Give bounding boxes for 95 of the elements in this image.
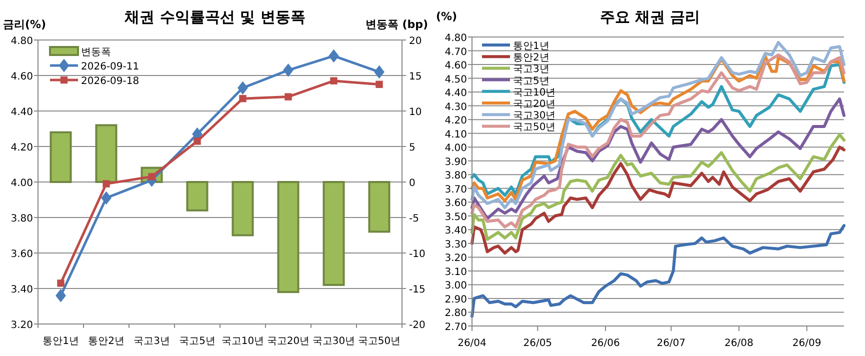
y2-axis-title: 변동폭 (bp) <box>365 18 428 31</box>
x-tick-label: 26/04 <box>458 338 486 349</box>
line-series <box>470 146 846 255</box>
y-tick-label: 3.00 <box>444 280 467 292</box>
legend-label: 2026-09-11 <box>81 62 140 72</box>
x-tick-label: 국고3년 <box>134 336 170 347</box>
y-tick-label: 3.50 <box>444 212 467 223</box>
y2-tick-label: -10 <box>409 249 426 260</box>
x-tick-label: 국고30년 <box>312 336 356 347</box>
y2-tick-label: -15 <box>409 284 426 296</box>
y-tick-label: 3.80 <box>444 170 467 182</box>
y-tick-label: 4.70 <box>444 46 467 58</box>
line-series <box>470 97 846 220</box>
point <box>57 280 64 287</box>
x-tick-label: 26/07 <box>656 338 686 349</box>
y-tick-label: 4.00 <box>10 178 33 189</box>
y-axis-title: 금리(%) <box>3 18 46 31</box>
y-tick-label: 3.80 <box>10 214 33 224</box>
point <box>328 49 339 63</box>
y-tick-label: 3.90 <box>444 156 467 168</box>
legend-label: 통안1년 <box>513 41 550 52</box>
y2-tick-label: -20 <box>409 320 426 331</box>
bar <box>50 131 72 183</box>
y-tick-label: 4.80 <box>10 36 33 47</box>
legend-label: 국고5년 <box>513 76 550 87</box>
chart-title: 채권 수익률곡선 및 변동폭 <box>124 8 306 26</box>
y-tick-label: 4.50 <box>444 74 467 86</box>
y-tick-label: 4.60 <box>10 72 33 82</box>
x-tick-label: 국고5년 <box>179 336 216 347</box>
y2-tick-label: -5 <box>409 214 419 224</box>
y-tick-label: 3.10 <box>444 266 467 278</box>
point <box>239 94 246 102</box>
point <box>330 77 338 84</box>
line-series <box>470 224 846 318</box>
y-tick-label: 4.40 <box>444 88 467 100</box>
point <box>284 93 292 100</box>
point <box>374 65 384 79</box>
y2-tick-label: 0 <box>409 178 416 189</box>
y-tick-label: 2.70 <box>444 322 467 333</box>
legend-label: 국고20년 <box>513 99 556 110</box>
legend-label: 변동폭 <box>81 47 111 58</box>
x-tick-label: 26/09 <box>792 338 822 349</box>
y-tick-label: 3.20 <box>444 253 467 264</box>
bar <box>186 181 208 212</box>
y-tick-label: 4.80 <box>444 33 467 44</box>
x-tick-label: 26/06 <box>591 338 620 349</box>
legend-label: 2026-09-18 <box>81 76 140 87</box>
y-tick-label: 3.60 <box>10 249 33 260</box>
y-tick-label: 4.10 <box>444 129 467 140</box>
y-tick-label: 3.40 <box>10 284 33 296</box>
legend-label: 국고10년 <box>513 87 556 98</box>
legend-label: 국고30년 <box>513 110 556 122</box>
x-tick-label: 26/08 <box>724 338 754 349</box>
chart-title: 주요 채권 금리 <box>600 8 700 26</box>
y-tick-label: 4.40 <box>10 107 33 118</box>
y-tick-label: 2.80 <box>444 308 467 320</box>
y-tick-label: 3.20 <box>10 320 33 331</box>
y2-tick-label: 10 <box>409 107 422 118</box>
line-series <box>470 133 846 241</box>
x-tick-label: 국고10년 <box>221 336 264 347</box>
y-tick-label: 3.40 <box>444 226 467 237</box>
x-tick-label: 통안2년 <box>88 336 124 347</box>
legend-label: 통안2년 <box>513 52 550 64</box>
y2-tick-label: 15 <box>409 72 422 82</box>
point <box>238 81 248 95</box>
bar <box>232 181 254 236</box>
bar <box>368 181 390 233</box>
x-tick-label: 통안1년 <box>42 336 79 347</box>
y-tick-label: 3.60 <box>444 198 467 210</box>
legend-label: 국고50년 <box>513 122 556 134</box>
y2-tick-label: 20 <box>409 36 422 47</box>
y-tick-label: 4.00 <box>444 143 467 154</box>
x-tick-label: 국고20년 <box>266 336 310 347</box>
point <box>102 180 110 188</box>
y-tick-label: 4.20 <box>444 116 467 127</box>
y-axis-title: (%) <box>436 10 458 23</box>
bar <box>277 181 300 294</box>
bar <box>322 181 345 286</box>
y-tick-label: 3.30 <box>444 239 467 250</box>
y2-tick-label: 5 <box>409 142 416 154</box>
point <box>376 80 383 88</box>
bar <box>95 124 118 183</box>
point <box>101 191 112 205</box>
point <box>56 288 66 302</box>
point <box>194 138 201 145</box>
y-tick-label: 4.60 <box>444 60 467 72</box>
line-series <box>470 53 846 228</box>
y-tick-label: 2.90 <box>444 294 467 306</box>
y-tick-label: 3.70 <box>444 184 467 196</box>
point <box>283 63 294 77</box>
x-tick-label: 국고50년 <box>358 336 401 347</box>
y-tick-label: 4.30 <box>444 102 467 113</box>
x-tick-label: 26/05 <box>523 338 552 349</box>
y-tick-label: 4.20 <box>10 142 33 154</box>
legend-label: 국고3년 <box>513 64 550 76</box>
